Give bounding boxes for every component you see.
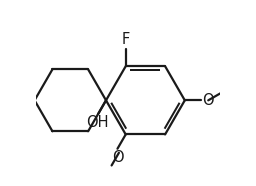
- Text: OH: OH: [86, 115, 109, 130]
- Text: O: O: [202, 93, 214, 108]
- Text: O: O: [112, 150, 123, 165]
- Text: F: F: [122, 32, 130, 47]
